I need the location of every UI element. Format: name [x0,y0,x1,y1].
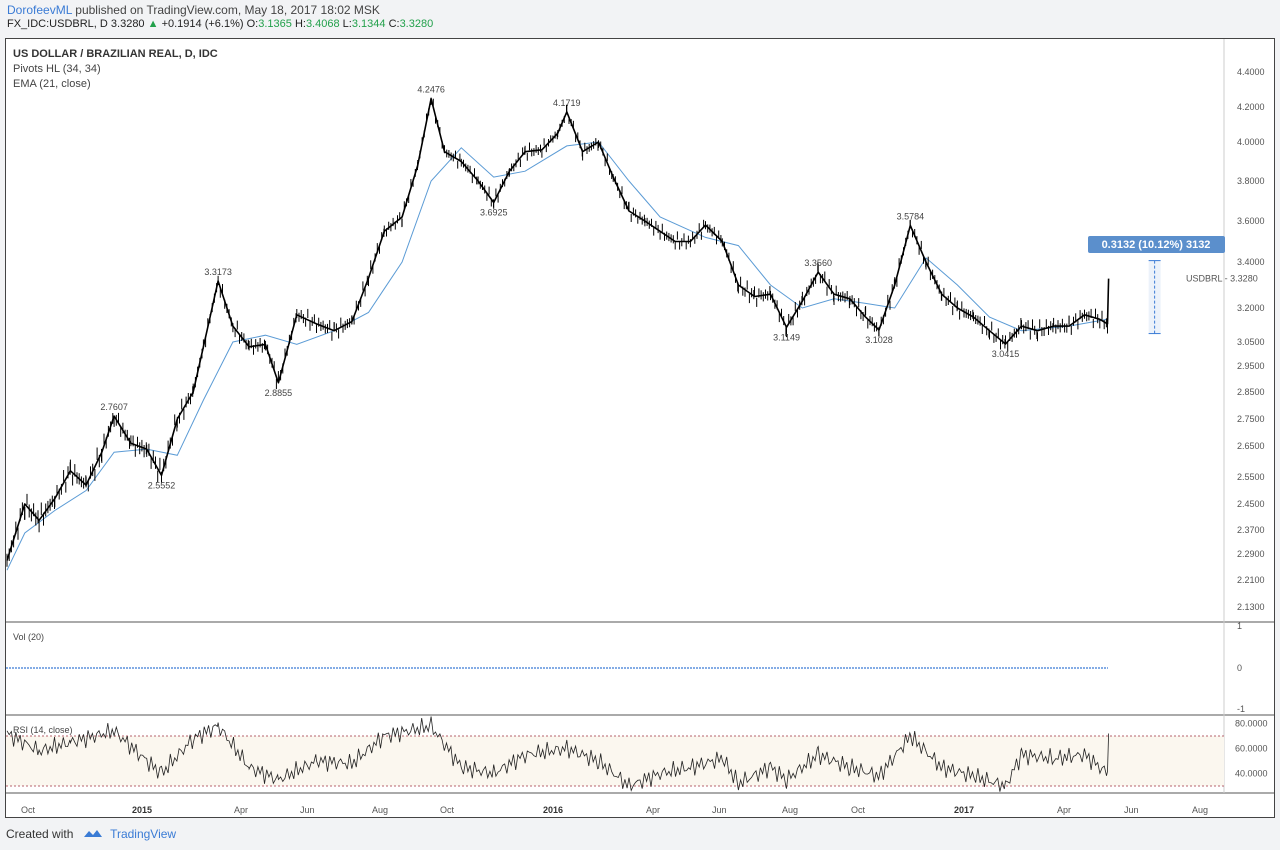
time-axis-label: Oct [440,805,455,815]
footer: Created with TradingView [6,827,176,841]
pivot-label: 3.1028 [865,335,893,345]
ohlc-open-label: O: [246,18,259,30]
time-axis-label: Jun [712,805,727,815]
ohlc-close-label: C: [388,18,400,30]
price-tick-label: 2.2100 [1237,575,1265,585]
price-tick-label: 3.6000 [1237,216,1265,226]
time-axis-label: 2015 [132,805,152,815]
price-tick-label: 3.2000 [1237,303,1265,313]
time-axis-label: Apr [1057,805,1071,815]
pivot-label: 4.1719 [553,98,581,108]
ohlc-close: 3.3280 [399,18,434,30]
vol-tick-label: 1 [1237,621,1242,631]
time-axis-label: Oct [851,805,866,815]
pivot-label: 2.8855 [265,388,293,398]
rsi-tick-label: 80.0000 [1235,719,1268,729]
price-tick-label: 4.0000 [1237,137,1265,147]
chart-header: DorofeevML published on TradingView.com,… [0,0,1280,38]
created-with-text: Created with [6,827,74,841]
pivot-label: 3.3560 [804,258,832,268]
time-axis-label: Apr [646,805,660,815]
price-line [6,97,1110,561]
ohlc-low: 3.1344 [351,18,386,30]
time-axis-label: Aug [1192,805,1208,815]
price-tick-label: 2.5500 [1237,472,1265,482]
price-tick-label: 2.4500 [1237,499,1265,509]
time-axis-label: Jun [300,805,315,815]
price-tick-label: 2.9500 [1237,361,1265,371]
vol-panel-label: Vol (20) [13,632,44,642]
price-tick-label: 2.8500 [1237,387,1265,397]
measure-label-box [1088,236,1225,253]
pivot-label: 4.2476 [417,85,445,95]
time-axis-label: Oct [21,805,36,815]
price-tick-label: 2.3700 [1237,525,1265,535]
last-price-label: USDBRL - 3.3280 [1186,274,1258,284]
measure-label-text: 0.3132 (10.12%) 3132 [1102,239,1211,251]
time-axis-label: 2017 [954,805,974,815]
change-text: +0.1914 (+6.1%) [161,18,244,30]
ohlc-high: 3.4068 [305,18,340,30]
rsi-band [6,736,1224,786]
ohlc-open: 3.1365 [258,18,292,30]
chart-legend: US DOLLAR / BRAZILIAN REAL, D, IDC Pivot… [13,47,218,92]
time-axis-label: 2016 [543,805,563,815]
ohlc-low-label: L: [342,18,352,30]
ohlc-high-label: H: [294,18,306,30]
rsi-tick-label: 60.0000 [1235,744,1268,754]
symbol-info: FX_IDC:USDBRL, D 3.3280 ▲ +0.1914 (+6.1%… [7,18,433,30]
chart-title: US DOLLAR / BRAZILIAN REAL, D, IDC [13,48,218,60]
published-text: published on TradingView.com, May 18, 20… [75,3,380,17]
vol-tick-label: -1 [1237,704,1245,714]
pivot-label: 2.5552 [148,480,176,490]
legend-ema[interactable]: EMA (21, close) [13,78,91,90]
time-axis-label: Aug [782,805,798,815]
pivot-label: 3.6925 [480,208,508,218]
price-tick-label: 3.8000 [1237,176,1265,186]
author-link[interactable]: DorofeevML [7,3,72,17]
price-tick-label: 4.4000 [1237,67,1265,77]
tradingview-logo-icon [83,830,102,837]
pivot-label: 3.0415 [992,349,1020,359]
up-arrow-icon: ▲ [147,18,159,30]
pivot-label: 3.5784 [897,211,925,221]
price-tick-label: 3.4000 [1237,257,1265,267]
legend-pivots[interactable]: Pivots HL (34, 34) [13,63,101,75]
price-tick-label: 2.2900 [1237,549,1265,559]
time-axis-label: Aug [372,805,388,815]
time-axis-label: Jun [1124,805,1139,815]
ema-line [6,141,1108,571]
pivot-label: 3.3173 [204,267,232,277]
price-tick-label: 3.0500 [1237,337,1265,347]
rsi-panel-label: RSI (14, close) [13,725,73,735]
chart-frame[interactable] [5,38,1275,818]
publish-info: DorofeevML published on TradingView.com,… [7,3,380,17]
price-tick-label: 2.6500 [1237,441,1265,451]
pivot-label: 3.1149 [773,332,800,342]
time-axis-label: Apr [234,805,248,815]
vol-tick-label: 0 [1237,663,1242,673]
tradingview-brand[interactable]: TradingView [110,827,177,841]
rsi-tick-label: 40.0000 [1235,769,1268,779]
symbol-line: FX_IDC:USDBRL, D 3.3280 [7,18,145,30]
price-tick-label: 2.7500 [1237,414,1265,424]
price-tick-label: 4.2000 [1237,102,1265,112]
pivot-label: 2.7607 [100,402,128,412]
rsi-line [6,716,1109,792]
price-tick-label: 2.1300 [1237,602,1265,612]
